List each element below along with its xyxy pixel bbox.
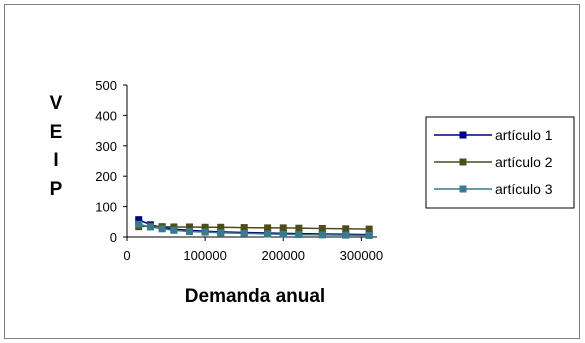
- series-2-point: [264, 224, 272, 232]
- series-2-point: [201, 223, 209, 231]
- x-tick-label: 100000: [183, 248, 226, 263]
- series-3-point: [318, 231, 326, 239]
- legend-label-1: artículo 1: [495, 127, 553, 143]
- y-tick-label: 300: [95, 139, 117, 154]
- series-2-point: [240, 224, 248, 232]
- series-2-point: [365, 225, 373, 233]
- legend: artículo 1 artículo 2 artículo 3: [425, 116, 575, 209]
- series-3-point: [264, 230, 272, 238]
- series-3-point: [146, 223, 154, 231]
- x-tick-label: 300000: [340, 248, 383, 263]
- y-axis-title: V E I P: [50, 93, 63, 200]
- x-axis-title: Demanda anual: [185, 286, 325, 307]
- legend-label-2: artículo 2: [495, 154, 553, 170]
- chart-svg: 0 100 200 300 400 500 0 100000 200000 300000 V E…: [50, 78, 575, 307]
- x-tick-label: 0: [123, 248, 130, 263]
- series-layer: [135, 216, 373, 239]
- series-3-point: [342, 231, 350, 239]
- y-tick-label: 400: [95, 108, 117, 123]
- series-3-point: [240, 229, 248, 237]
- series-3-point: [295, 231, 303, 239]
- series-3-point: [365, 231, 373, 239]
- series-3-point: [217, 229, 225, 237]
- series-2-point: [279, 224, 287, 232]
- y-axis-title-letter-4: P: [50, 179, 63, 200]
- series-3-point: [201, 228, 209, 236]
- y-axis-title-letter-3: I: [53, 150, 58, 171]
- series-2-point: [318, 224, 326, 232]
- series-3-point: [279, 230, 287, 238]
- x-tick-label: 200000: [262, 248, 305, 263]
- axes: [126, 85, 377, 238]
- chart-frame: 0 100 200 300 400 500 0 100000 200000 300000 V E…: [4, 4, 580, 339]
- series-3-point: [158, 225, 166, 233]
- y-tick-label: 500: [95, 78, 117, 93]
- legend-marker-2: [459, 158, 467, 166]
- y-ticks: 0 100 200 300 400 500: [95, 78, 127, 245]
- series-2-point: [295, 224, 303, 232]
- legend-label-3: artículo 3: [495, 181, 553, 197]
- y-axis-title-letter-2: E: [50, 122, 63, 143]
- series-3-point: [170, 226, 178, 234]
- series-2-point: [342, 225, 350, 233]
- series-2-point: [186, 223, 193, 231]
- legend-marker-1: [459, 131, 467, 139]
- series-3: [135, 220, 373, 239]
- y-tick-label: 200: [95, 169, 117, 184]
- y-tick-label: 0: [110, 230, 117, 245]
- series-3-point: [135, 220, 143, 228]
- series-3-point: [186, 228, 193, 236]
- y-tick-label: 100: [95, 200, 117, 215]
- y-axis-title-letter-1: V: [50, 93, 63, 114]
- series-2-point: [217, 223, 225, 231]
- series-1-point: [135, 216, 143, 224]
- x-ticks: 0 100000 200000 300000: [123, 237, 383, 263]
- legend-marker-3: [459, 185, 467, 193]
